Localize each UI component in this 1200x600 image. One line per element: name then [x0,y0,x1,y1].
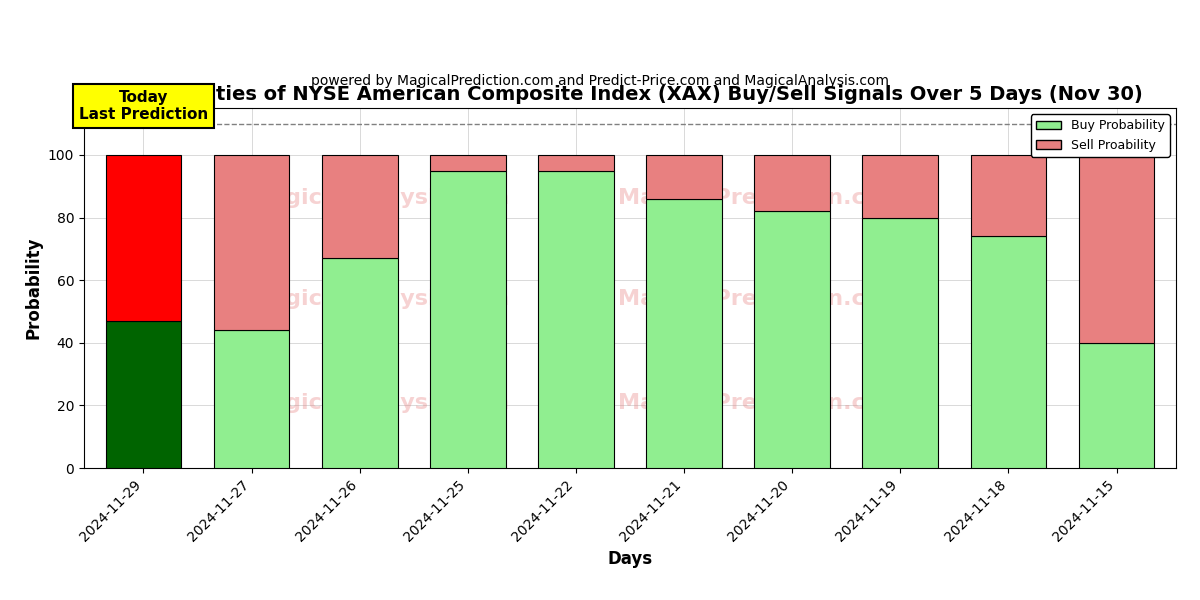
Y-axis label: Probability: Probability [24,237,42,339]
Text: MagicalAnalysis.com: MagicalAnalysis.com [248,393,510,413]
Bar [863,218,938,468]
Bar [106,321,181,468]
Bar [971,155,1046,236]
Bar [863,155,938,218]
Bar [430,170,505,468]
Title: Probabilities of NYSE American Composite Index (XAX) Buy/Sell Signals Over 5 Day: Probabilities of NYSE American Composite… [118,85,1142,104]
Text: MagicalPrediction.com: MagicalPrediction.com [618,289,904,309]
Bar [214,330,289,468]
Legend: Buy Probability, Sell Proability: Buy Probability, Sell Proability [1031,114,1170,157]
Text: MagicalPrediction.com: MagicalPrediction.com [618,188,904,208]
Bar [755,155,830,211]
Bar [322,155,397,258]
Bar [647,199,722,468]
Bar [971,236,1046,468]
Bar [1079,343,1154,468]
X-axis label: Days: Days [607,550,653,568]
Bar [430,155,505,170]
Text: MagicalPrediction.com: MagicalPrediction.com [618,393,904,413]
Bar [214,155,289,330]
Bar [322,258,397,468]
Bar [538,170,613,468]
Bar [106,155,181,321]
Bar [755,211,830,468]
Text: Today
Last Prediction: Today Last Prediction [79,89,208,122]
Bar [538,155,613,170]
Bar [647,155,722,199]
Text: MagicalAnalysis.com: MagicalAnalysis.com [248,289,510,309]
Text: powered by MagicalPrediction.com and Predict-Price.com and MagicalAnalysis.com: powered by MagicalPrediction.com and Pre… [311,74,889,88]
Text: MagicalAnalysis.com: MagicalAnalysis.com [248,188,510,208]
Bar [1079,155,1154,343]
